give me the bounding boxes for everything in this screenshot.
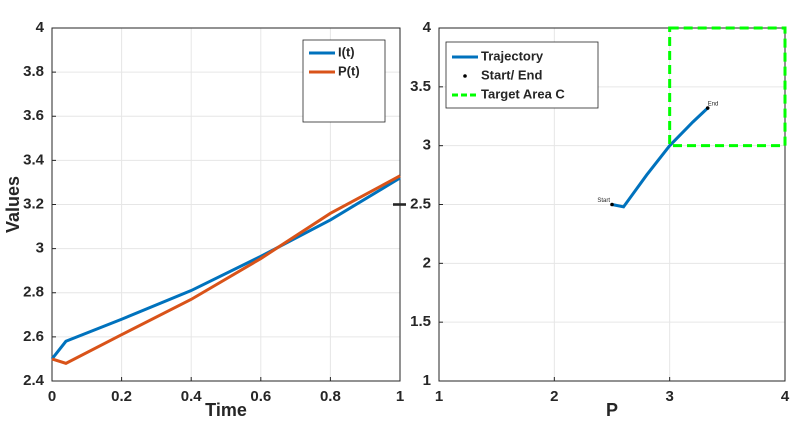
y-tick-label: 1 [423,372,431,389]
x-tick-label: 0.4 [181,388,203,405]
line-series [51,174,401,365]
y-tick-label: 3.4 [23,151,45,168]
y-tick-label: 3.2 [23,195,44,212]
y-tick-label: 3.8 [23,63,44,80]
marker [705,106,710,110]
marker [610,202,614,207]
x-axis-label: P [606,400,618,420]
y-tick-label: 3 [36,240,44,257]
y-tick-label: 2 [423,254,431,271]
legend-box [445,41,599,109]
y-tick-label: 2.5 [410,195,431,212]
x-tick-label: 1 [396,388,404,405]
annotation: End [708,102,719,108]
x-tick-label: 0.2 [111,388,132,405]
x-tick-label: 0.6 [250,388,271,405]
line-series [50,176,401,360]
x-axis-label: Time [205,400,247,420]
y-axis-label: Values [3,176,23,233]
line-series [611,106,709,209]
axes-box [51,27,401,382]
y-axis-label: I [390,202,410,207]
y-tick-label: 1.5 [410,313,431,330]
x-tick-label: 0.8 [320,388,341,405]
x-tick-label: 4 [781,388,790,405]
legend-swatch [463,74,467,78]
annotation: Start [597,198,610,204]
legend-label: I(t) [338,44,355,59]
x-tick-label: 0 [48,388,56,405]
y-tick-label: 2.8 [23,284,44,301]
legend-label: P(t) [338,63,360,78]
target-area [668,26,787,148]
y-tick-label: 4 [423,19,432,36]
legend-label: Trajectory [481,48,544,63]
legend-label: Start/ End [481,67,542,82]
y-tick-label: 3.6 [23,107,44,124]
y-tick-label: 2.6 [23,328,44,345]
axes-box [438,27,786,382]
x-tick-label: 1 [435,388,443,405]
y-tick-label: 3 [423,137,431,154]
legend-label: Target Area C [481,86,565,101]
y-tick-label: 4 [36,19,45,36]
y-tick-label: 3.5 [410,78,431,95]
x-tick-label: 2 [550,388,558,405]
y-tick-label: 2.4 [23,372,45,389]
x-tick-label: 3 [665,388,673,405]
